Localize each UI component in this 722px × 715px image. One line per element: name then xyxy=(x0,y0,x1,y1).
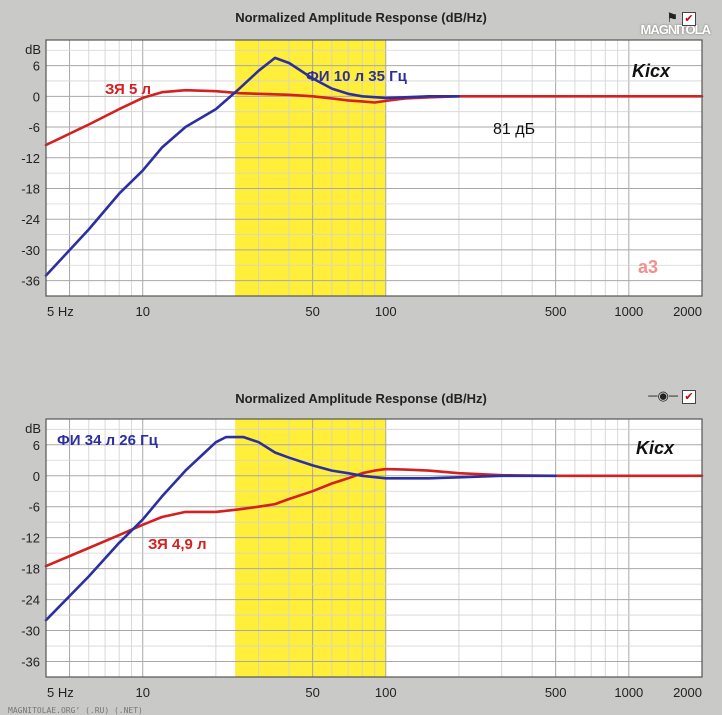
y-tick-label: 0 xyxy=(33,89,40,104)
x-tick-label: 50 xyxy=(305,304,319,319)
y-tick-label: -36 xyxy=(21,655,40,670)
y-tick-label: 6 xyxy=(33,438,40,453)
x-tick-label: 10 xyxy=(135,685,149,700)
annotation-label: ФИ 10 л 35 Гц xyxy=(306,68,408,85)
x-tick-label: 5 Hz xyxy=(47,304,74,319)
watermark-logo: MAGNITOLA xyxy=(640,22,711,37)
annotation-label: 81 дБ xyxy=(493,121,535,138)
x-tick-label: 10 xyxy=(135,304,149,319)
chart-panel-bottom: Normalized Amplitude Response (dB/Hz) ─◉… xyxy=(0,378,722,715)
annotation-label: Kicx xyxy=(636,438,675,458)
highlight-band xyxy=(235,419,386,677)
series-line-1 xyxy=(44,56,461,277)
y-tick-label: -12 xyxy=(21,151,40,166)
x-tick-label: 5 Hz xyxy=(47,685,74,700)
series-line-0 xyxy=(44,88,704,147)
y-axis-label: dB xyxy=(25,421,41,436)
y-tick-label: 0 xyxy=(33,469,40,484)
x-tick-label: 2000 xyxy=(673,685,702,700)
y-axis-label: dB xyxy=(25,42,41,57)
y-tick-label: -18 xyxy=(21,562,40,577)
annotation-label: ЗЯ 5 л xyxy=(105,81,151,98)
check-icon[interactable]: ✔ xyxy=(682,11,696,26)
series-line-1 xyxy=(44,435,558,622)
annotation-label: ФИ 34 л 26 Гц xyxy=(57,432,159,449)
x-tick-label: 2000 xyxy=(673,304,702,319)
series-line-0 xyxy=(44,467,704,568)
chart-title: Normalized Amplitude Response (dB/Hz) xyxy=(235,391,487,406)
y-tick-label: -30 xyxy=(21,624,40,639)
chart-top: dB 6 0 -6 -12 -18 -24 -30 -36 5 Hz 10 50 100 500 1000 2… xyxy=(21,39,704,319)
x-tick-label: 500 xyxy=(545,685,567,700)
highlight-band xyxy=(235,40,386,296)
window-icons: ─◉─ ✔ xyxy=(648,388,696,404)
check-icon[interactable]: ✔ xyxy=(682,389,696,404)
plot-border xyxy=(45,39,703,297)
annotation-label: a3 xyxy=(638,257,658,277)
y-tick-label: 6 xyxy=(33,59,40,74)
y-tick-label: -30 xyxy=(21,243,40,258)
x-tick-label: 50 xyxy=(305,685,319,700)
window-icons: ⚑ ✔ xyxy=(666,10,696,26)
x-tick-label: 100 xyxy=(375,685,397,700)
chart-title: Normalized Amplitude Response (dB/Hz) xyxy=(235,10,487,25)
x-tick-label: 1000 xyxy=(614,685,643,700)
y-tick-label: -18 xyxy=(21,181,40,196)
y-tick-label: -6 xyxy=(28,500,40,515)
y-tick-label: -24 xyxy=(21,212,40,227)
x-tick-label: 1000 xyxy=(614,304,643,319)
chart-panel-top: Normalized Amplitude Response (dB/Hz) MA… xyxy=(0,0,722,336)
footer-watermark: MAGNITOLAE.ORG’ (.RU) (.NET) xyxy=(8,706,143,715)
flag-icon[interactable]: ⚑ xyxy=(666,10,678,25)
x-tick-label: 500 xyxy=(545,304,567,319)
y-tick-label: -12 xyxy=(21,531,40,546)
chart-bottom: dB 6 0 -6 -12 -18 -24 -30 -36 5 Hz 10 50 100 500 1000 2… xyxy=(21,418,704,700)
annotation-label: Kicx xyxy=(632,61,671,81)
y-tick-label: -36 xyxy=(21,274,40,289)
y-tick-label: -24 xyxy=(21,593,40,608)
annotation-label: ЗЯ 4,9 л xyxy=(148,536,207,553)
y-tick-label: -6 xyxy=(28,120,40,135)
x-tick-label: 100 xyxy=(375,304,397,319)
speaker-icon[interactable]: ─◉─ xyxy=(648,388,678,403)
plot-border xyxy=(45,418,703,678)
